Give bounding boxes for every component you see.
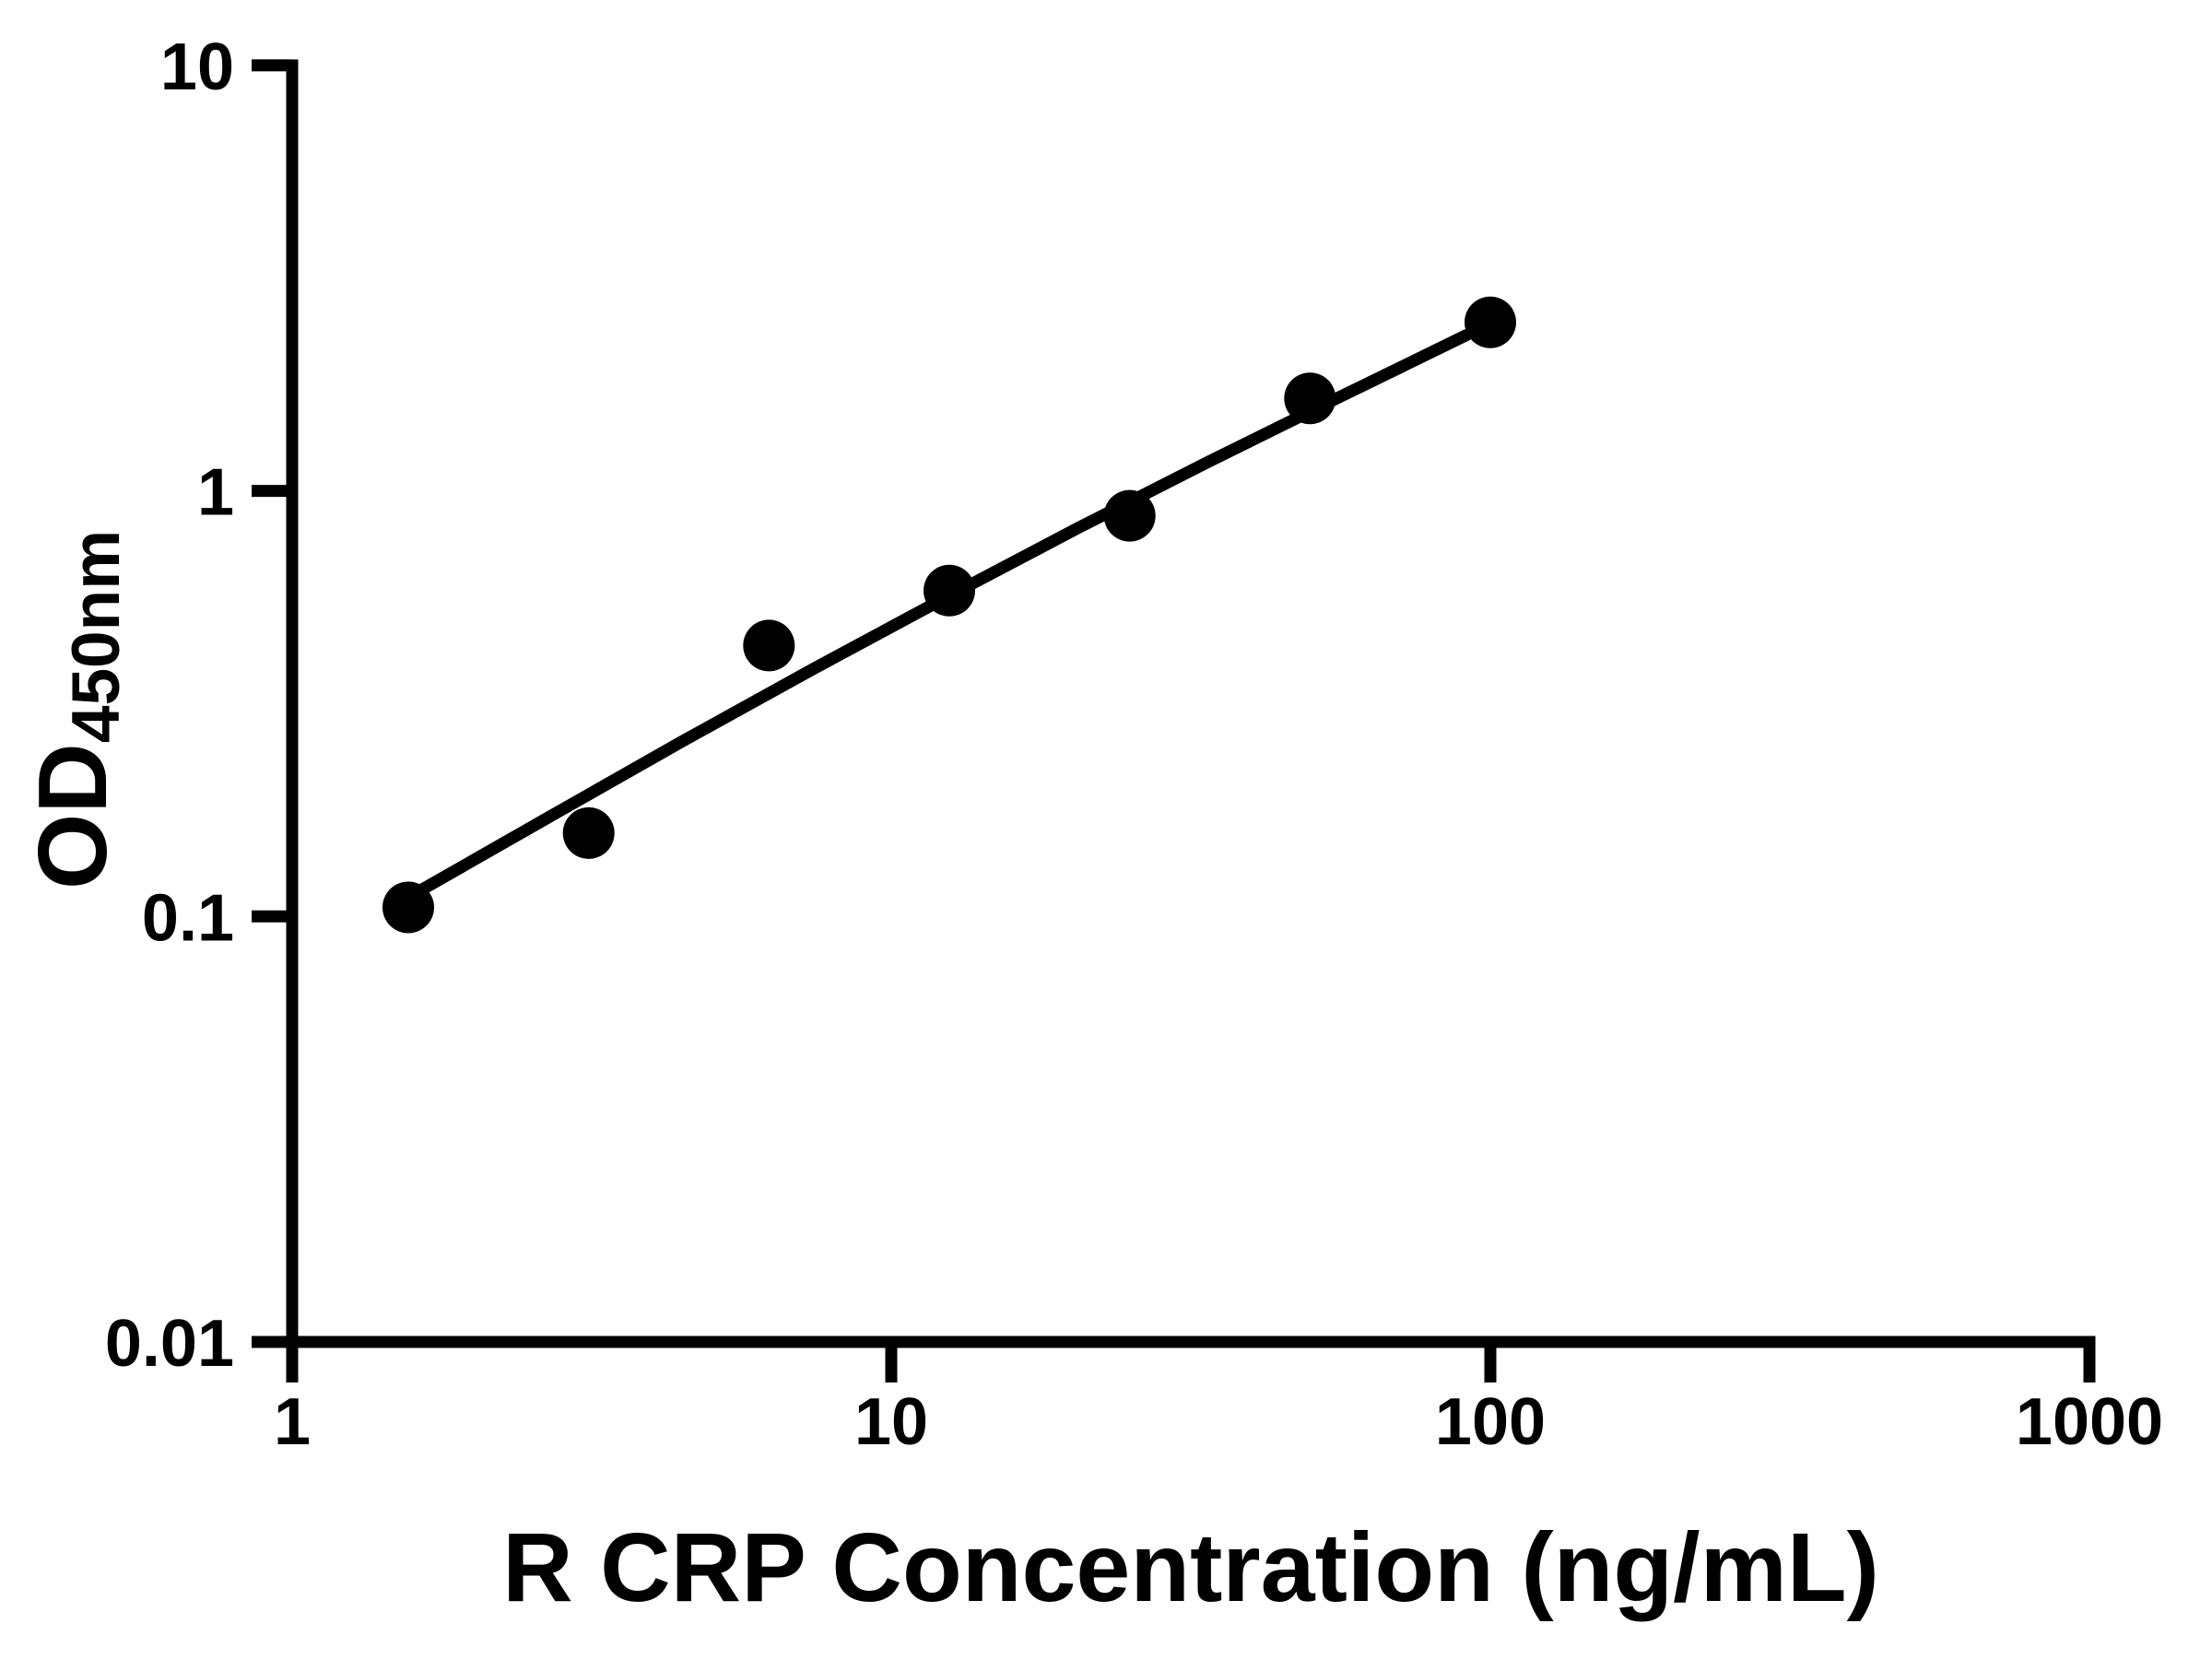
data-point (743, 619, 795, 672)
x-tick-label: 1000 (2016, 1385, 2163, 1459)
y-tick-label: 0.01 (105, 1307, 234, 1381)
y-tick-label: 10 (160, 30, 234, 104)
y-tick-label: 1 (197, 456, 234, 530)
data-point (924, 564, 975, 617)
y-axis-title: OD450nm (18, 530, 134, 889)
x-tick-label: 100 (1435, 1385, 1546, 1459)
data-point (562, 806, 615, 859)
data-point (1284, 372, 1336, 425)
y-axis-tick-labels: 10 1 0.1 0.01 (105, 30, 234, 1381)
y-axis-title-subscript: 450nm (59, 530, 134, 743)
data-point (1465, 296, 1516, 348)
y-tick-label: 0.1 (142, 881, 234, 955)
x-tick-label: 10 (854, 1385, 928, 1459)
data-points-group (382, 296, 1516, 934)
x-tick-label: 1 (274, 1385, 311, 1459)
data-point (382, 881, 434, 934)
y-axis-title-main: OD (18, 743, 127, 889)
x-axis-tick-labels: 1 10 100 1000 (274, 1385, 2163, 1459)
x-axis-ticks (286, 1342, 2096, 1382)
x-axis-title: R CRP Concentration (ng/mL) (502, 1513, 1879, 1622)
data-point (1103, 489, 1156, 542)
y-axis-ticks (252, 59, 292, 1348)
